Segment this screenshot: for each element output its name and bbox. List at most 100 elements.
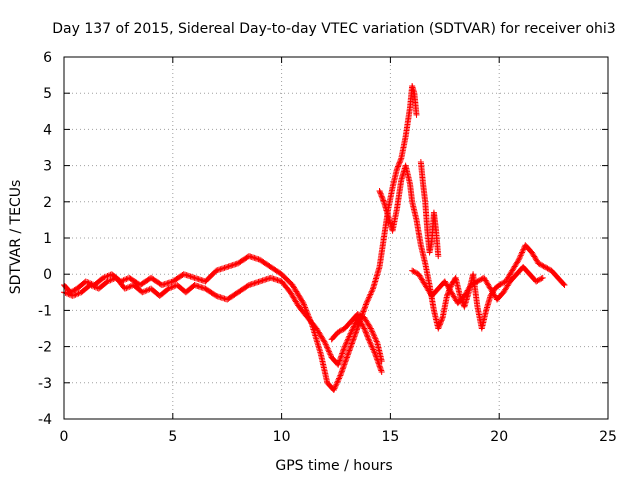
data-point [88,282,95,289]
data-point [339,326,346,333]
data-point [376,187,383,194]
data-point [335,376,342,383]
data-point [396,159,403,166]
data-point [337,371,344,378]
data-point [378,358,385,365]
data-point [475,277,482,284]
data-point [321,338,328,345]
data-point [62,289,69,296]
data-point [100,274,107,281]
data-point [350,336,357,343]
data-point [339,365,346,372]
data-point [343,355,350,362]
data-point [365,336,372,343]
data-point [91,283,98,290]
data-point [337,372,344,379]
data-point [470,280,477,287]
data-point [349,337,356,344]
data-point [395,162,402,169]
data-point [347,343,354,350]
data-point [517,252,524,259]
data-point [348,327,355,334]
grid [64,57,608,419]
data-point [368,290,375,297]
data-point [301,303,308,310]
data-point [332,382,339,389]
data-point [322,339,329,346]
data-point [324,345,331,352]
data-point [324,344,331,351]
data-point [379,194,386,201]
data-point [356,311,363,318]
data-point [343,354,350,361]
data-point [369,328,376,335]
data-point [519,248,526,255]
data-point [344,337,351,344]
data-point [336,357,343,364]
data-point [363,300,370,307]
data-point [378,367,385,374]
data-point [338,368,345,375]
data-point [469,281,476,288]
data-point [410,268,417,275]
data-point [409,267,416,274]
data-point [121,285,128,292]
data-point [378,192,385,199]
data-point [366,292,373,299]
data-point [84,279,91,286]
data-point [439,315,446,322]
data-point [75,290,82,297]
data-point [368,342,375,349]
y-tick-label: 4 [43,122,52,138]
data-point [397,158,404,165]
data-point [335,360,342,367]
data-point [537,261,544,268]
y-tick-label: -3 [38,376,52,392]
data-point [471,279,478,286]
data-point [165,285,172,292]
data-point [336,358,343,365]
data-point [370,346,377,353]
data-point [336,375,343,382]
data-point [90,283,97,290]
data-point [518,250,525,257]
data-point [541,263,548,270]
data-point [413,269,420,276]
data-point [169,283,176,290]
data-point [436,321,443,328]
data-point [343,340,350,347]
data-point [342,342,349,349]
data-point [341,361,348,368]
data-point [363,330,370,337]
data-point [368,326,375,333]
data-point [340,364,347,371]
data-point [351,333,358,340]
data-point [325,347,332,354]
data-point [347,344,354,351]
data-point [71,287,78,294]
data-point [365,295,372,302]
data-point [361,305,368,312]
data-point [340,362,347,369]
data-point [336,328,343,335]
data-point [364,332,371,339]
y-axis-label: SDTVAR / TECUs [8,180,24,295]
data-point [346,347,353,354]
data-point [364,298,371,305]
data-point [364,297,371,304]
data-point [376,361,383,368]
data-point [360,324,367,331]
data-point [561,282,568,289]
data-point [339,349,346,356]
data-point [322,341,329,348]
data-point [444,291,451,298]
data-point [68,288,75,295]
data-point [378,193,385,200]
data-point [369,345,376,352]
data-point [349,326,356,333]
y-tick-label: 2 [43,195,52,211]
data-point [346,332,353,339]
data-point [362,302,369,309]
data-point [330,387,337,394]
